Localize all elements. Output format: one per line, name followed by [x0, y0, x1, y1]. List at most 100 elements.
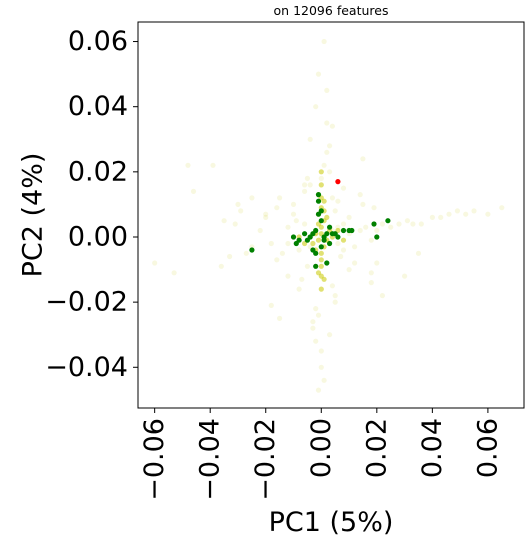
- background-point: [335, 240, 341, 247]
- background-point: [429, 214, 435, 220]
- background-point: [402, 273, 408, 279]
- background-point: [285, 240, 291, 247]
- background-point: [360, 156, 366, 162]
- background-point: [274, 205, 280, 211]
- dense-core-point: [318, 286, 324, 292]
- background-point: [290, 211, 297, 217]
- background-point: [371, 205, 377, 211]
- highlight-point: [318, 244, 324, 250]
- background-point: [227, 253, 233, 260]
- highlight-point: [340, 227, 347, 234]
- background-point: [318, 348, 324, 354]
- dense-core-point: [318, 169, 324, 175]
- y-tick-label: −0.02: [45, 287, 128, 318]
- highlight-point: [321, 237, 327, 243]
- background-point: [410, 221, 416, 227]
- highlight-point: [374, 234, 380, 240]
- background-point: [485, 211, 491, 217]
- background-point: [368, 280, 374, 286]
- special-point: [335, 179, 341, 185]
- background-point: [268, 302, 274, 308]
- dense-core-point: [318, 182, 324, 188]
- background-point: [313, 306, 319, 312]
- background-point: [304, 263, 310, 269]
- background-point: [346, 214, 352, 220]
- background-point: [338, 253, 344, 260]
- x-tick-label: 0.00: [306, 418, 337, 478]
- background-point: [171, 270, 177, 276]
- dense-core-point: [324, 214, 330, 220]
- x-axis-ticks: −0.06 −0.04 −0.02 0.00 0.02 0.04 0.06: [139, 408, 503, 501]
- background-point: [332, 208, 338, 214]
- highlight-point: [327, 224, 333, 230]
- y-tick-label: 0.04: [68, 91, 128, 122]
- x-tick-label: 0.06: [472, 418, 503, 478]
- x-tick-label: 0.04: [417, 418, 448, 478]
- background-point: [277, 315, 283, 321]
- background-point: [438, 214, 444, 220]
- background-point: [285, 273, 291, 279]
- plot-area-frame: [137, 21, 525, 409]
- highlight-point: [313, 263, 319, 269]
- highlight-point: [349, 227, 355, 234]
- background-point: [396, 221, 402, 227]
- dense-core-point: [318, 250, 324, 256]
- background-point: [310, 319, 316, 325]
- y-axis-label: PC2 (4%): [18, 153, 49, 278]
- background-point: [379, 293, 385, 299]
- background-point: [374, 227, 380, 234]
- series-background: [152, 38, 505, 393]
- background-point: [357, 227, 363, 234]
- highlight-point: [335, 234, 341, 240]
- background-point: [418, 221, 424, 227]
- highlight-point: [315, 211, 322, 217]
- background-point: [279, 250, 285, 256]
- background-point: [290, 201, 297, 207]
- x-tick-label: 0.02: [361, 418, 392, 478]
- background-point: [368, 270, 374, 276]
- background-point: [315, 312, 322, 318]
- background-point: [352, 244, 358, 250]
- background-point: [152, 260, 158, 266]
- background-point: [329, 283, 335, 289]
- scatter-points: [152, 38, 505, 393]
- background-point: [415, 250, 422, 256]
- dense-core-point: [318, 273, 324, 279]
- background-point: [218, 263, 224, 269]
- background-point: [327, 332, 333, 338]
- background-point: [321, 38, 327, 45]
- background-point: [332, 293, 338, 299]
- background-point: [324, 120, 330, 126]
- highlight-point: [313, 250, 319, 256]
- background-point: [368, 237, 374, 243]
- background-point: [340, 185, 347, 191]
- background-point: [190, 188, 197, 194]
- background-point: [293, 218, 299, 224]
- highlight-point: [290, 234, 297, 240]
- background-point: [329, 195, 335, 201]
- x-axis-label: PC1 (5%): [269, 507, 394, 538]
- background-point: [321, 377, 327, 383]
- background-point: [313, 104, 319, 110]
- background-point: [388, 224, 394, 230]
- x-tick-label: −0.04: [195, 418, 226, 501]
- highlight-point: [315, 198, 322, 204]
- background-point: [454, 208, 460, 214]
- y-tick-label: 0.02: [68, 156, 128, 187]
- highlight-point: [324, 231, 330, 237]
- background-point: [324, 149, 330, 155]
- background-point: [296, 247, 302, 253]
- dense-core-point: [340, 237, 347, 243]
- background-point: [499, 205, 505, 211]
- background-point: [263, 211, 269, 217]
- background-point: [263, 214, 269, 220]
- background-point: [318, 364, 324, 370]
- dense-core-point: [318, 257, 324, 263]
- highlight-point: [310, 231, 316, 237]
- background-point: [302, 221, 308, 227]
- dense-core-point: [318, 263, 324, 269]
- highlight-point: [327, 240, 333, 247]
- series-dense-core: [296, 169, 347, 292]
- background-point: [243, 250, 249, 256]
